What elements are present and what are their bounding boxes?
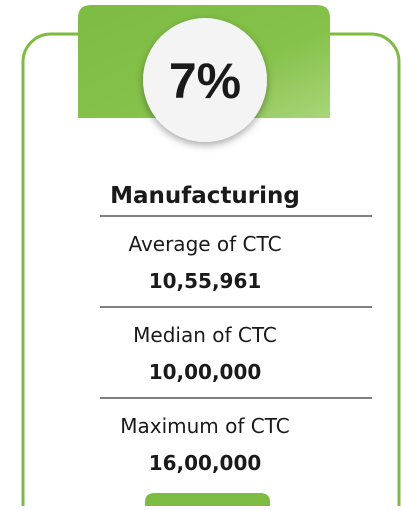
card-title: Manufacturing <box>110 183 300 209</box>
percent: 7% <box>169 53 241 109</box>
stat-value: 10,00,000 <box>149 360 262 384</box>
percent-circle <box>143 18 267 142</box>
bottom-tab <box>145 493 270 506</box>
stats: Average of CTC 10,55,961 Median of CTC 10,0… <box>100 215 372 475</box>
stat-label: Median of CTC <box>133 323 277 347</box>
stat-value: 16,00,000 <box>149 451 262 475</box>
stat-value: 10,55,961 <box>149 269 262 293</box>
stat-label: Average of CTC <box>128 232 281 256</box>
stat-label: Maximum of CTC <box>120 414 290 438</box>
